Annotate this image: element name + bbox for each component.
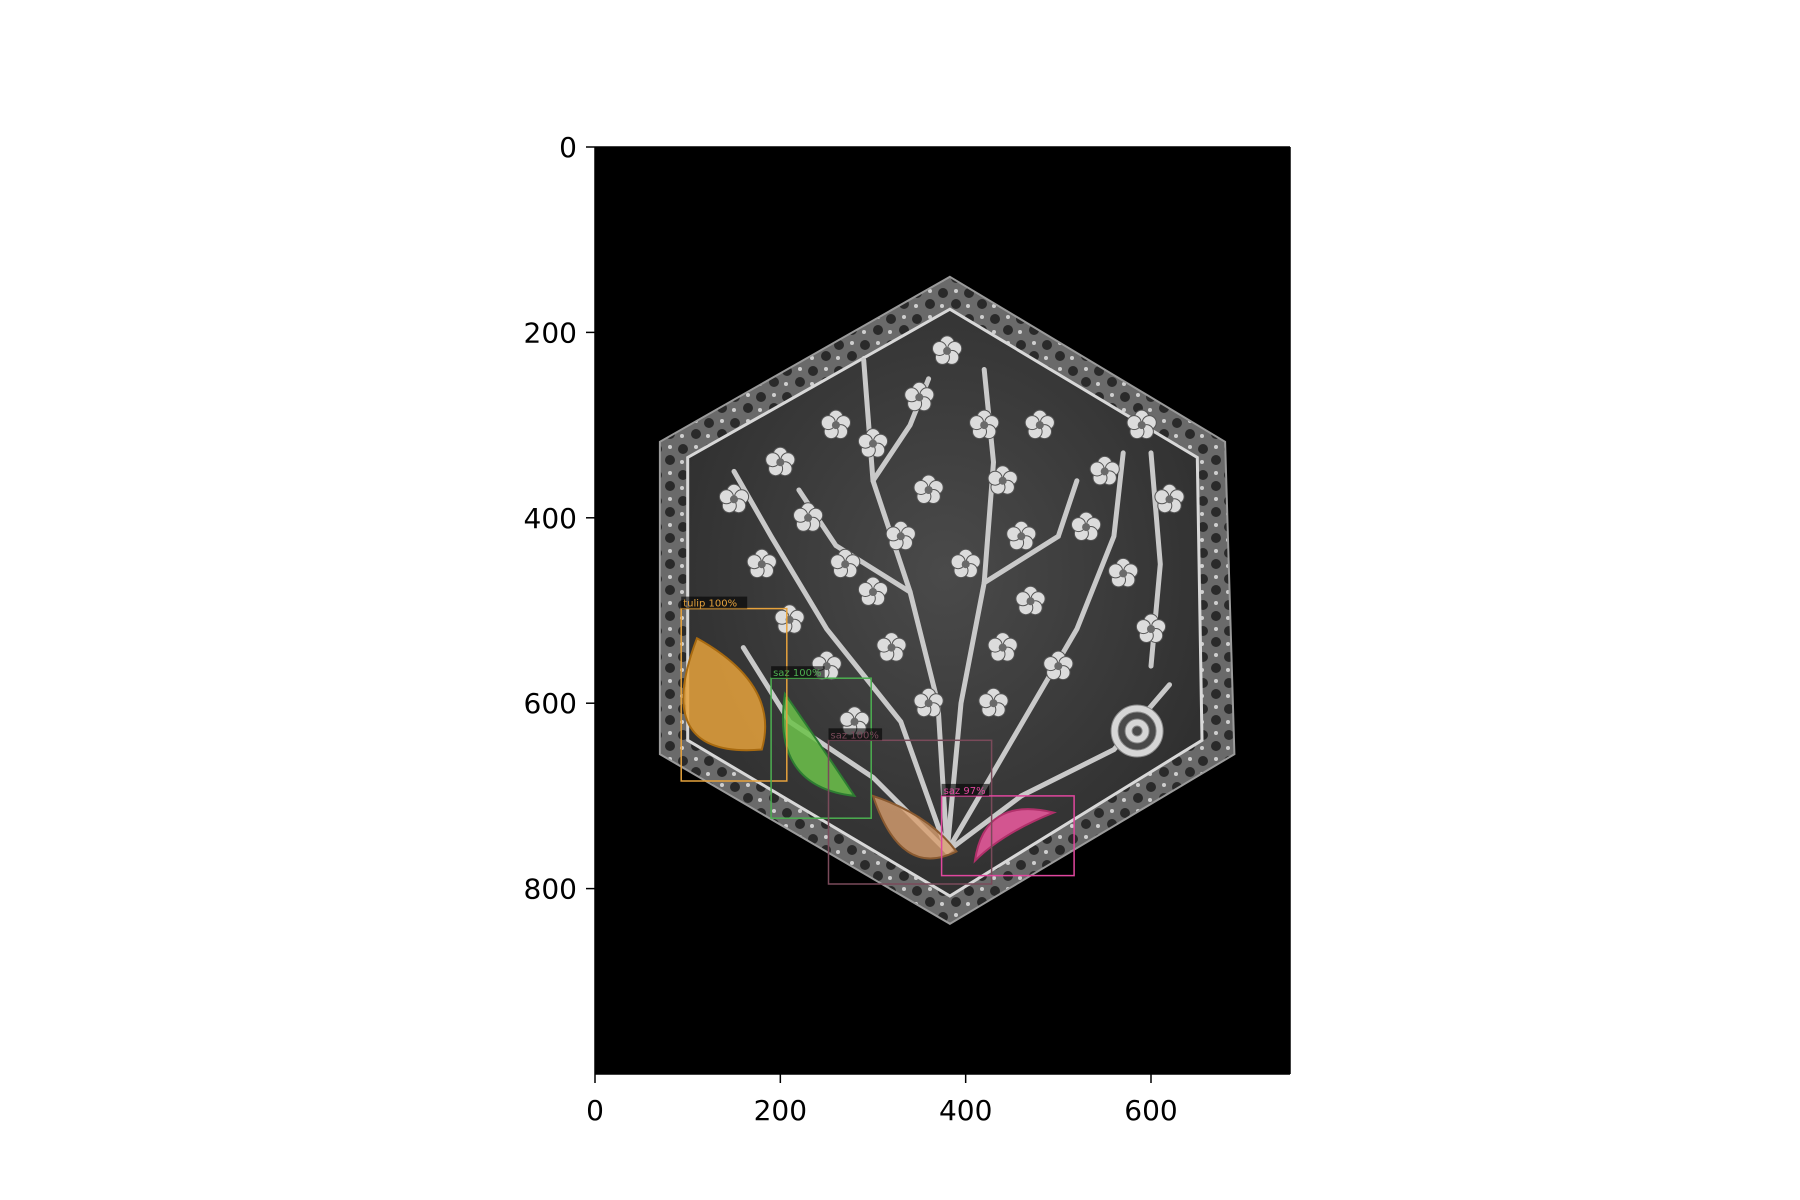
blossom-center — [989, 699, 998, 708]
y-tick-label: 200 — [524, 316, 577, 349]
blossom-center — [822, 662, 831, 671]
blossom-center — [887, 643, 896, 652]
blossom-center — [998, 476, 1007, 485]
x-tick-label: 400 — [939, 1094, 992, 1127]
blossom — [1071, 511, 1102, 541]
branch-stroke — [981, 478, 1080, 586]
rosette-ring — [1131, 725, 1143, 737]
blossom-center — [1100, 467, 1109, 476]
x-tick-label: 0 — [586, 1094, 604, 1127]
blossom — [1024, 409, 1055, 440]
blossom-center — [924, 486, 933, 494]
y-tick-label: 400 — [524, 502, 577, 535]
blossom — [950, 548, 981, 579]
blossom-center — [998, 643, 1007, 652]
blossom — [765, 446, 796, 477]
y-tick-label: 600 — [524, 687, 577, 720]
axes: 0 200 400 600 0 200 400 600 800 — [524, 131, 1291, 1127]
blossom — [969, 409, 1000, 440]
blossom-center — [915, 393, 924, 402]
detection-label: tulip 100% — [683, 599, 737, 610]
blossom-center — [1082, 523, 1091, 532]
blossom-center — [980, 421, 989, 430]
blossom — [876, 632, 907, 662]
blossom — [978, 687, 1009, 718]
floral-blossoms — [718, 335, 1185, 758]
blossom — [987, 632, 1018, 662]
blossom-center — [841, 560, 850, 569]
blossom-center — [831, 421, 840, 430]
blossom — [1043, 650, 1074, 681]
detection-box: saz 97% — [940, 783, 1075, 877]
blossom — [1108, 557, 1139, 588]
blossom — [987, 465, 1018, 495]
blossom-center — [869, 439, 877, 448]
detection-label-bg — [941, 783, 989, 796]
saz-leaf-mask-green — [781, 691, 857, 798]
detection-label: saz 97% — [944, 786, 986, 797]
blossom — [913, 474, 944, 504]
detection-rect — [940, 795, 1075, 877]
blossom-center — [1137, 421, 1146, 430]
blossom-center — [943, 346, 952, 355]
blossom-center — [1165, 495, 1174, 504]
blossom — [1126, 409, 1157, 440]
y-tick-label: 800 — [524, 873, 577, 906]
blossom — [1135, 613, 1167, 643]
detection-label-bg — [828, 728, 883, 741]
blossom-center — [1026, 597, 1035, 606]
blossom-center — [1035, 421, 1044, 430]
blossom-center — [896, 532, 905, 541]
blossom — [857, 428, 889, 458]
detection-overlays: tulip 100% saz 100% saz 100% saz 97% — [680, 596, 1075, 885]
blossom — [1154, 483, 1185, 514]
blossom — [718, 483, 750, 514]
detection-box: saz 100% — [827, 728, 993, 885]
blossom — [820, 409, 851, 440]
blossom-center — [924, 699, 933, 708]
blossom — [830, 548, 861, 579]
branch-stroke — [944, 450, 1126, 854]
blossom-center — [961, 560, 970, 569]
saz-leaf-mask-pink — [973, 808, 1057, 864]
blossom — [904, 381, 935, 412]
y-tick-label: 0 — [559, 131, 577, 164]
detection-label-bg — [771, 666, 825, 679]
blossom — [1006, 520, 1037, 551]
x-tick-label: 200 — [754, 1094, 807, 1127]
saz-leaf-mask-brown — [871, 794, 958, 860]
blossom-center — [730, 495, 738, 504]
detection-label: saz 100% — [773, 668, 821, 679]
detection-rect — [827, 739, 993, 885]
blossom — [746, 548, 777, 579]
blossom-center — [869, 588, 877, 596]
blossom-center — [804, 513, 813, 522]
blossom — [793, 502, 824, 532]
hexagonal-tile-image — [658, 275, 1236, 925]
blossom-center — [757, 560, 766, 569]
x-tick-label: 600 — [1124, 1094, 1177, 1127]
blossom — [857, 576, 889, 606]
blossom — [885, 520, 916, 551]
blossom-center — [776, 458, 785, 467]
blossom — [913, 687, 944, 718]
detection-label: saz 100% — [831, 730, 879, 741]
blossom — [1089, 455, 1120, 486]
blossom — [932, 335, 963, 365]
colored-leaf-masks — [682, 636, 1057, 864]
detection-box: saz 100% — [770, 666, 872, 819]
blossom-center — [850, 717, 859, 726]
blossom-center — [785, 615, 794, 624]
tulip-mask — [682, 636, 767, 752]
rosette — [1110, 704, 1164, 758]
blossom-center — [1147, 625, 1155, 633]
blossom-center — [1017, 532, 1026, 541]
blossom-center — [1054, 662, 1063, 671]
blossom-center — [1119, 569, 1128, 578]
blossom — [1015, 585, 1046, 616]
branch-stroke — [731, 468, 950, 854]
detection-box: tulip 100% — [680, 596, 788, 782]
detection-label-bg — [681, 596, 748, 609]
